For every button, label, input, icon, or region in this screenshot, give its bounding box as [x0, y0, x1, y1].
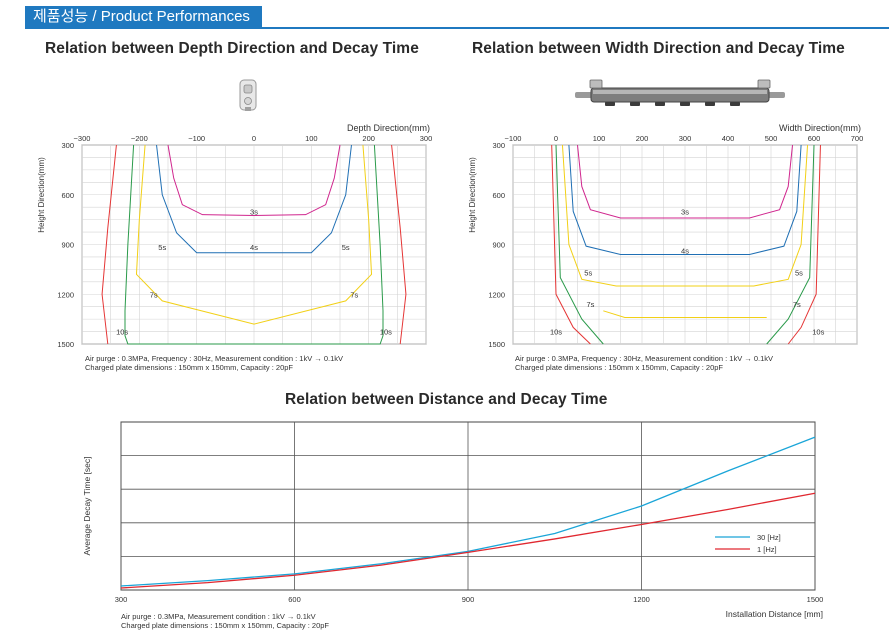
x-tick-label: −100 — [505, 134, 522, 143]
y-tick-label: 300 — [492, 141, 505, 150]
contour-4s-label: 4s — [250, 243, 258, 252]
y-tick-label: 600 — [492, 191, 505, 200]
contour-10s-label: 10s — [116, 328, 128, 337]
contour-3s-label: 3s — [681, 207, 689, 216]
x-tick-label: 600 — [808, 134, 821, 143]
ionizer-front-icon — [239, 79, 257, 111]
x-tick-label: −200 — [131, 134, 148, 143]
contour-3s-label: 3s — [250, 207, 258, 216]
distance-note-line: Charged plate dimensions : 150mm x 150mm… — [121, 621, 330, 630]
x-tick-label: 400 — [722, 134, 735, 143]
y-tick-label: 1500 — [57, 340, 74, 349]
depth-notes: Air purge : 0.3MPa, Frequency : 30Hz, Me… — [85, 354, 343, 372]
y-axis-label: Average Decay Time [sec] — [82, 456, 92, 555]
contour-4s-line — [156, 144, 352, 254]
x-tick-label: 1500 — [807, 595, 824, 604]
x-tick-label: 600 — [288, 595, 301, 604]
x-tick-label: 500 — [765, 134, 778, 143]
contour-7s-label: 7s — [586, 300, 594, 309]
x-tick-label: −300 — [74, 134, 91, 143]
contour-5s-line — [561, 144, 809, 287]
width-note-line: Charged plate dimensions : 150mm x 150mm… — [515, 363, 724, 372]
y-tick-label: 600 — [61, 191, 74, 200]
contour-5s-line — [135, 144, 373, 325]
y-tick-label: 900 — [492, 241, 505, 250]
legend-label: 30 [Hz] — [757, 533, 781, 542]
width-notes: Air purge : 0.3MPa, Frequency : 30Hz, Me… — [515, 354, 773, 372]
x-tick-label: 700 — [851, 134, 864, 143]
width-chart-title: Relation between Width Direction and Dec… — [472, 40, 845, 57]
y-tick-label: 1500 — [488, 340, 505, 349]
x-tick-label: 300 — [420, 134, 433, 143]
x-tick-label: 1200 — [633, 595, 650, 604]
contour-5s-label: 5s — [158, 243, 166, 252]
x-tick-label: 100 — [305, 134, 318, 143]
section-header: 제품성능 / Product Performances — [25, 6, 262, 28]
contour-10s-label: 10s — [380, 328, 392, 337]
x-tick-label: 900 — [462, 595, 475, 604]
distance-chart-title: Relation between Distance and Decay Time — [285, 391, 608, 408]
x-tick-label: 200 — [362, 134, 375, 143]
contour-5s-label: 5s — [342, 243, 350, 252]
contour-10s-label: 10s — [550, 328, 562, 337]
y-axis-label: Height Direction(mm) — [468, 157, 477, 233]
contour-10s-label: 10s — [812, 328, 824, 337]
contour-10s-line — [391, 144, 407, 345]
x-tick-label: 0 — [252, 134, 256, 143]
header-rule — [25, 27, 889, 29]
contour-10s-line — [787, 144, 821, 345]
contour-7s-label: 7s — [150, 290, 158, 299]
x-axis-label: Installation Distance [mm] — [726, 609, 823, 619]
x-tick-label: 200 — [636, 134, 649, 143]
contour-10s-line — [101, 144, 117, 345]
depth-chart-title: Relation between Depth Direction and Dec… — [45, 40, 419, 57]
series-line-0 — [120, 436, 816, 587]
x-tick-label: 300 — [115, 595, 128, 604]
contour-5s-label: 5s — [584, 269, 592, 278]
y-tick-label: 300 — [61, 141, 74, 150]
distance-notes: Air purge : 0.3MPa, Measurement conditio… — [121, 612, 329, 630]
x-tick-label: 0 — [554, 134, 558, 143]
ionizer-bar-icon — [575, 79, 785, 106]
contour-7s-label: 7s — [350, 290, 358, 299]
y-tick-label: 900 — [61, 241, 74, 250]
x-axis-label: Depth Direction(mm) — [347, 123, 430, 133]
legend-label: 1 [Hz] — [757, 545, 777, 554]
series-line-1 — [120, 492, 816, 589]
contour-3s-line — [577, 144, 793, 219]
distance-note-line: Air purge : 0.3MPa, Measurement conditio… — [121, 612, 316, 621]
contour-7s-line — [555, 144, 604, 345]
y-tick-label: 1200 — [488, 290, 505, 299]
contour-line — [603, 310, 767, 318]
contour-3s-line — [167, 144, 341, 216]
contour-7s-line — [766, 144, 815, 345]
contour-7s-line — [124, 144, 384, 345]
x-tick-label: 300 — [679, 134, 692, 143]
contour-5s-label: 5s — [795, 269, 803, 278]
x-tick-label: −100 — [188, 134, 205, 143]
contour-7s-label: 7s — [793, 300, 801, 309]
contour-4s-label: 4s — [681, 246, 689, 255]
depth-note-line: Charged plate dimensions : 150mm x 150mm… — [85, 363, 294, 372]
depth-note-line: Air purge : 0.3MPa, Frequency : 30Hz, Me… — [85, 354, 344, 363]
contour-10s-line — [551, 144, 591, 345]
width-note-line: Air purge : 0.3MPa, Frequency : 30Hz, Me… — [515, 354, 774, 363]
y-axis-label: Height Direction(mm) — [37, 157, 46, 233]
x-tick-label: 100 — [593, 134, 606, 143]
x-axis-label: Width Direction(mm) — [779, 123, 861, 133]
contour-4s-line — [568, 144, 802, 255]
y-tick-label: 1200 — [57, 290, 74, 299]
